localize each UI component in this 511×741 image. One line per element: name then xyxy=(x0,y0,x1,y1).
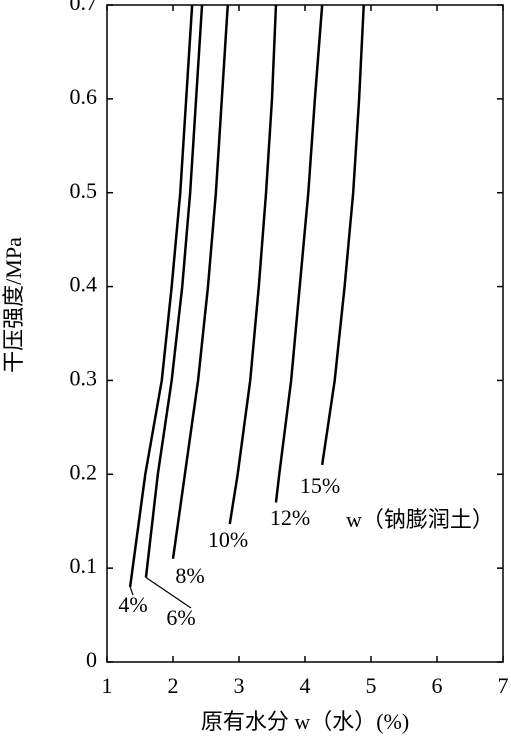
y-axis-title: 干压强度/MPa xyxy=(1,237,26,373)
y-tick-label: 0.2 xyxy=(70,459,98,484)
y-tick-label: 0.3 xyxy=(70,365,98,390)
curve xyxy=(144,4,204,578)
y-tick-label: 0.5 xyxy=(70,178,98,203)
x-axis-title: 原有水分 w（水）(%) xyxy=(201,709,409,734)
annotation: w（钠膨润土） xyxy=(346,507,494,532)
series-label: 4% xyxy=(118,592,147,617)
y-tick-label: 0.6 xyxy=(70,84,98,109)
x-tick-label: 1 xyxy=(102,673,113,698)
y-tick-label: 0.1 xyxy=(70,553,98,578)
series-label: 8% xyxy=(175,563,204,588)
series-label: 12% xyxy=(270,505,310,530)
x-tick-label: 4 xyxy=(300,673,311,698)
series-label: 15% xyxy=(300,473,340,498)
y-tick-label: 0.7 xyxy=(70,0,98,15)
curve xyxy=(228,4,278,525)
x-tick-label: 7 xyxy=(498,673,509,698)
x-tick-label: 2 xyxy=(168,673,179,698)
series-label: 10% xyxy=(208,527,248,552)
x-tick-label: 3 xyxy=(234,673,245,698)
curve xyxy=(128,4,194,588)
x-tick-label: 6 xyxy=(432,673,443,698)
y-tick-label: 0 xyxy=(86,647,97,672)
leader-line xyxy=(145,577,192,609)
curve xyxy=(320,4,365,466)
leader-line xyxy=(129,586,134,596)
x-tick-label: 5 xyxy=(366,673,377,698)
series-label: 6% xyxy=(166,605,195,630)
y-tick-label: 0.4 xyxy=(70,272,98,297)
curve xyxy=(274,4,324,503)
curve xyxy=(171,4,230,559)
